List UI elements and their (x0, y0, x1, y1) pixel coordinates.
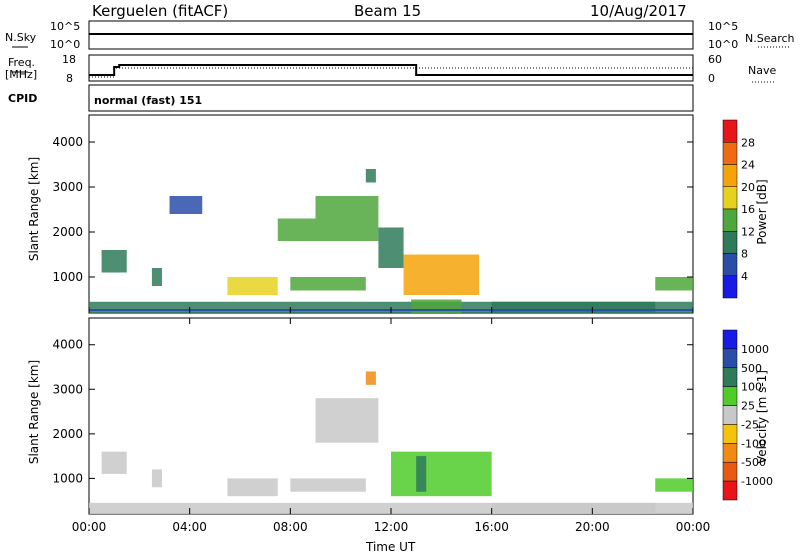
x-tick-label: 04:00 (172, 520, 207, 534)
x-tick-label: 16:00 (474, 520, 509, 534)
nsky-tick-top: 10^5 (50, 20, 81, 33)
colorbar-tick-label: -100 (741, 437, 766, 450)
nave-tick-bottom: 0 (708, 72, 715, 85)
colorbar-swatch (722, 275, 738, 299)
nsearch-tick-bottom: 10^0 (708, 38, 739, 51)
colorbar-tick-label: 20 (741, 181, 755, 194)
beam-label: Beam 15 (354, 2, 422, 20)
nsky-tick-bottom: 10^0 (50, 38, 81, 51)
colorbar-swatch (722, 367, 738, 387)
nsky-label: N.Sky (5, 31, 37, 44)
echo-region (403, 254, 480, 295)
colorbar-swatch (722, 208, 738, 232)
x-tick-label: 00:00 (72, 520, 107, 534)
nave-tick-top: 60 (708, 53, 722, 66)
echo-region (101, 250, 127, 273)
echo-region (491, 502, 656, 514)
echo-region (227, 478, 278, 497)
colorbar-tick-label: 12 (741, 225, 755, 238)
echo-region (365, 371, 376, 385)
x-axis-label: Time UT (366, 540, 416, 554)
colorbar-swatch (722, 231, 738, 254)
y-tick-label: 2000 (52, 427, 83, 441)
colorbar-tick-label: 100 (741, 381, 762, 394)
colorbar-tick-label: 8 (741, 248, 748, 261)
colorbar-swatch (722, 480, 738, 501)
y-tick-label: 3000 (52, 180, 83, 194)
colorbar-tick-label: -25 (741, 418, 759, 431)
echo-region (151, 469, 162, 488)
colorbar-tick-label: 24 (741, 159, 755, 172)
echo-region (655, 478, 693, 492)
x-tick-label: 12:00 (374, 520, 409, 534)
colorbar-swatch (722, 253, 738, 276)
date-label: 10/Aug/2017 (590, 2, 687, 20)
cpid-value: normal (fast) 151 (94, 94, 203, 107)
echo-region (378, 227, 404, 268)
colorbar-swatch (722, 329, 738, 350)
nsearch-tick-top: 10^5 (708, 20, 739, 33)
colorbar-swatch (722, 461, 738, 482)
echo-region (290, 277, 366, 291)
colorbar-swatch (722, 348, 738, 369)
nsearch-label: N.Search (745, 32, 795, 45)
echo-region (277, 218, 316, 241)
radar-title: Kerguelen (fitACF) (92, 2, 229, 20)
x-tick-label: 00:00 (676, 520, 711, 534)
freq-unit: [MHz] (5, 68, 38, 81)
freq-trace (89, 64, 693, 76)
freq-tick-top: 18 (62, 53, 76, 66)
colorbar-tick-label: 28 (741, 136, 755, 149)
x-tick-label: 08:00 (273, 520, 308, 534)
velocity-panel: 1000 2000 3000 4000 1000 500 100 25 -25 -100 -500 -… (52, 317, 773, 515)
echo-region (655, 277, 693, 291)
colorbar-swatch (722, 443, 738, 463)
echo-region (151, 268, 162, 286)
colorbar-tick-label: 4 (741, 270, 748, 283)
x-tick-label: 20:00 (575, 520, 610, 534)
y-tick-label: 2000 (52, 225, 83, 239)
echo-region (227, 277, 278, 295)
echo-region (391, 451, 492, 497)
y-tick-label: 3000 (52, 382, 83, 396)
freq-tick-bottom: 8 (66, 72, 73, 85)
nave-label: Nave (748, 64, 777, 77)
echo-region (315, 398, 379, 443)
echo-region (315, 196, 379, 241)
cpid-panel-frame (88, 84, 694, 112)
echo-region (365, 169, 376, 183)
y-tick-label: 4000 (52, 135, 83, 149)
echo-region (290, 478, 366, 492)
echo-region (491, 301, 656, 313)
colorbar-swatch (722, 186, 738, 210)
cpid-label: CPID (8, 92, 38, 105)
colorbar-swatch (722, 142, 738, 165)
colorbar-tick-label: 16 (741, 203, 755, 216)
echo-region (416, 456, 427, 492)
colorbar-swatch (722, 386, 738, 406)
colorbar-tick-label: 500 (741, 362, 762, 375)
freq-label: Freq. (8, 56, 36, 69)
colorbar-tick-label: -500 (741, 456, 766, 469)
colorbar-tick-label: 1000 (741, 343, 769, 356)
y-tick-label: 4000 (52, 338, 83, 352)
colorbar-tick-label: 25 (741, 400, 755, 413)
colorbar-tick-label: -1000 (741, 475, 773, 488)
echo-region (169, 196, 203, 214)
colorbar-swatch (722, 119, 738, 143)
colorbar-swatch (722, 405, 738, 425)
y-tick-label: 1000 (52, 270, 83, 284)
nave-trace (89, 67, 693, 78)
y-tick-label: 1000 (52, 471, 83, 485)
colorbar-swatch (722, 164, 738, 187)
echo-region (101, 451, 127, 474)
colorbar-swatch (722, 424, 738, 444)
power-panel: 1000 2000 3000 4000 28 24 20 16 12 8 4 (52, 114, 755, 314)
